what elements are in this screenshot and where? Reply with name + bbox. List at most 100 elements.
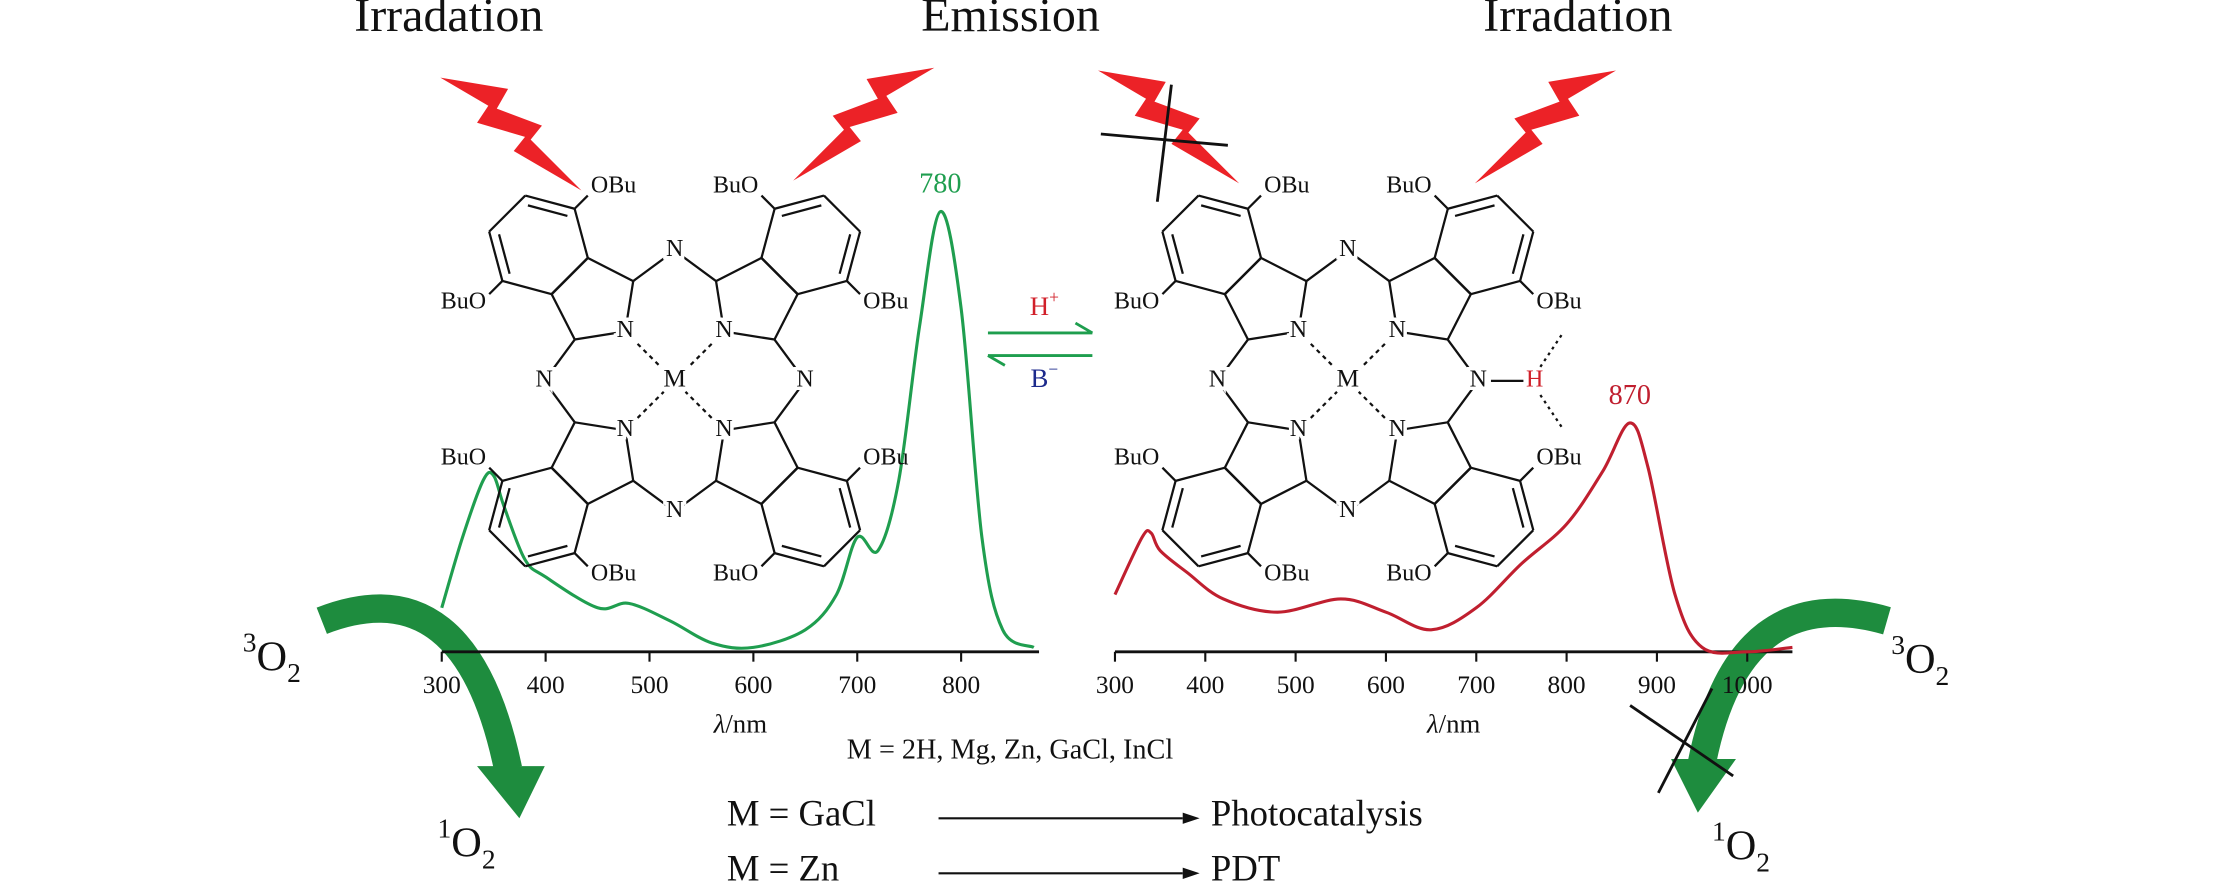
meso-nitrogen: N <box>796 366 813 392</box>
substituent-label: BuO <box>1114 288 1159 314</box>
text-part: O <box>451 819 482 866</box>
section-title: Emission <box>921 0 1100 42</box>
bond <box>1496 529 1535 568</box>
bond <box>1161 194 1200 233</box>
meso-nitrogen: N <box>1339 236 1356 262</box>
bond <box>1446 380 1480 423</box>
section-title: Irradation <box>1483 0 1672 42</box>
text-part: λ <box>1426 709 1439 739</box>
bond <box>1388 479 1436 505</box>
x-tick-label: 300 <box>423 671 461 699</box>
bond <box>1161 466 1177 482</box>
bond <box>846 280 861 295</box>
x-tick-label: 600 <box>1367 671 1405 699</box>
text-part: O <box>1905 636 1936 683</box>
bond <box>527 544 568 558</box>
hydrogen-label: H <box>1526 366 1543 392</box>
bond <box>1454 544 1495 558</box>
bond <box>684 390 713 419</box>
bond <box>1433 208 1449 259</box>
text-part: 3 <box>1891 629 1905 660</box>
text-part: B <box>1031 363 1049 393</box>
bond <box>488 480 504 531</box>
bond <box>1388 256 1436 283</box>
bond <box>846 466 861 482</box>
bond <box>838 233 852 275</box>
bond <box>1161 280 1177 295</box>
x-tick-label: 1000 <box>1722 671 1773 699</box>
lightning-bolt <box>1474 70 1616 184</box>
bond <box>1246 208 1263 259</box>
bond <box>760 552 776 568</box>
bond <box>773 421 799 469</box>
substituent-label: BuO <box>1386 172 1431 198</box>
bond <box>497 487 511 528</box>
section-title: Irradation <box>354 0 543 42</box>
substituent-label: BuO <box>1114 444 1159 470</box>
bond <box>760 257 799 295</box>
text-part: − <box>1048 359 1058 379</box>
text-part: 1 <box>1712 815 1726 846</box>
core-nitrogen: N <box>1389 416 1406 442</box>
bond <box>760 208 776 259</box>
x-tick-label: 500 <box>1277 671 1315 699</box>
meso-nitrogen: N <box>1209 366 1226 392</box>
green-arrowhead <box>477 766 545 819</box>
bond <box>760 466 799 505</box>
text-part: /nm <box>725 709 767 739</box>
bond <box>723 330 775 341</box>
bond <box>1447 552 1498 568</box>
bond <box>1519 280 1535 295</box>
bond <box>1246 503 1263 554</box>
text-part: O <box>1726 822 1757 869</box>
substituent-label: OBu <box>591 172 636 198</box>
bond <box>543 380 576 423</box>
x-tick-label: 600 <box>734 671 772 699</box>
bond <box>1357 343 1386 371</box>
bond <box>1171 487 1184 528</box>
bond <box>684 343 713 371</box>
reaction-arrowhead <box>1182 867 1200 879</box>
bond <box>587 256 634 283</box>
bond <box>1223 293 1249 341</box>
application-metal: M = Zn <box>727 847 839 886</box>
bond <box>1161 529 1200 568</box>
text-part: 1 <box>438 812 452 843</box>
bond <box>1446 293 1472 341</box>
peak-label: 870 <box>1609 380 1651 411</box>
lightning-bolt <box>1098 70 1240 184</box>
lightning-bolt <box>440 77 582 191</box>
core-nitrogen: N <box>1290 317 1307 343</box>
bond <box>636 343 665 371</box>
bond <box>1518 480 1535 531</box>
bond <box>488 280 504 295</box>
bond <box>1446 421 1472 469</box>
core-nitrogen: N <box>1290 416 1307 442</box>
cross-line <box>1155 84 1173 202</box>
bond <box>714 430 726 481</box>
bond <box>1347 479 1390 513</box>
meso-nitrogen: N <box>666 497 683 523</box>
bond <box>1200 544 1241 558</box>
bond <box>845 480 862 531</box>
bond <box>1223 421 1249 469</box>
bond <box>723 421 775 432</box>
bond <box>1224 257 1262 295</box>
application-use: PDT <box>1211 847 1280 886</box>
x-tick-label: 700 <box>838 671 876 699</box>
core-nitrogen: N <box>617 416 634 442</box>
text-part: H <box>1030 291 1049 321</box>
bond <box>1539 332 1564 368</box>
core-nitrogen: N <box>715 317 732 343</box>
bond <box>1260 256 1307 283</box>
bond <box>1433 257 1472 295</box>
bond <box>773 338 806 382</box>
bond <box>1175 466 1226 482</box>
oxygen-label: 3O2 <box>1891 629 1949 691</box>
bond <box>1433 194 1449 210</box>
substituent-label: BuO <box>441 288 486 314</box>
bond <box>1433 503 1449 554</box>
bond <box>524 552 575 568</box>
